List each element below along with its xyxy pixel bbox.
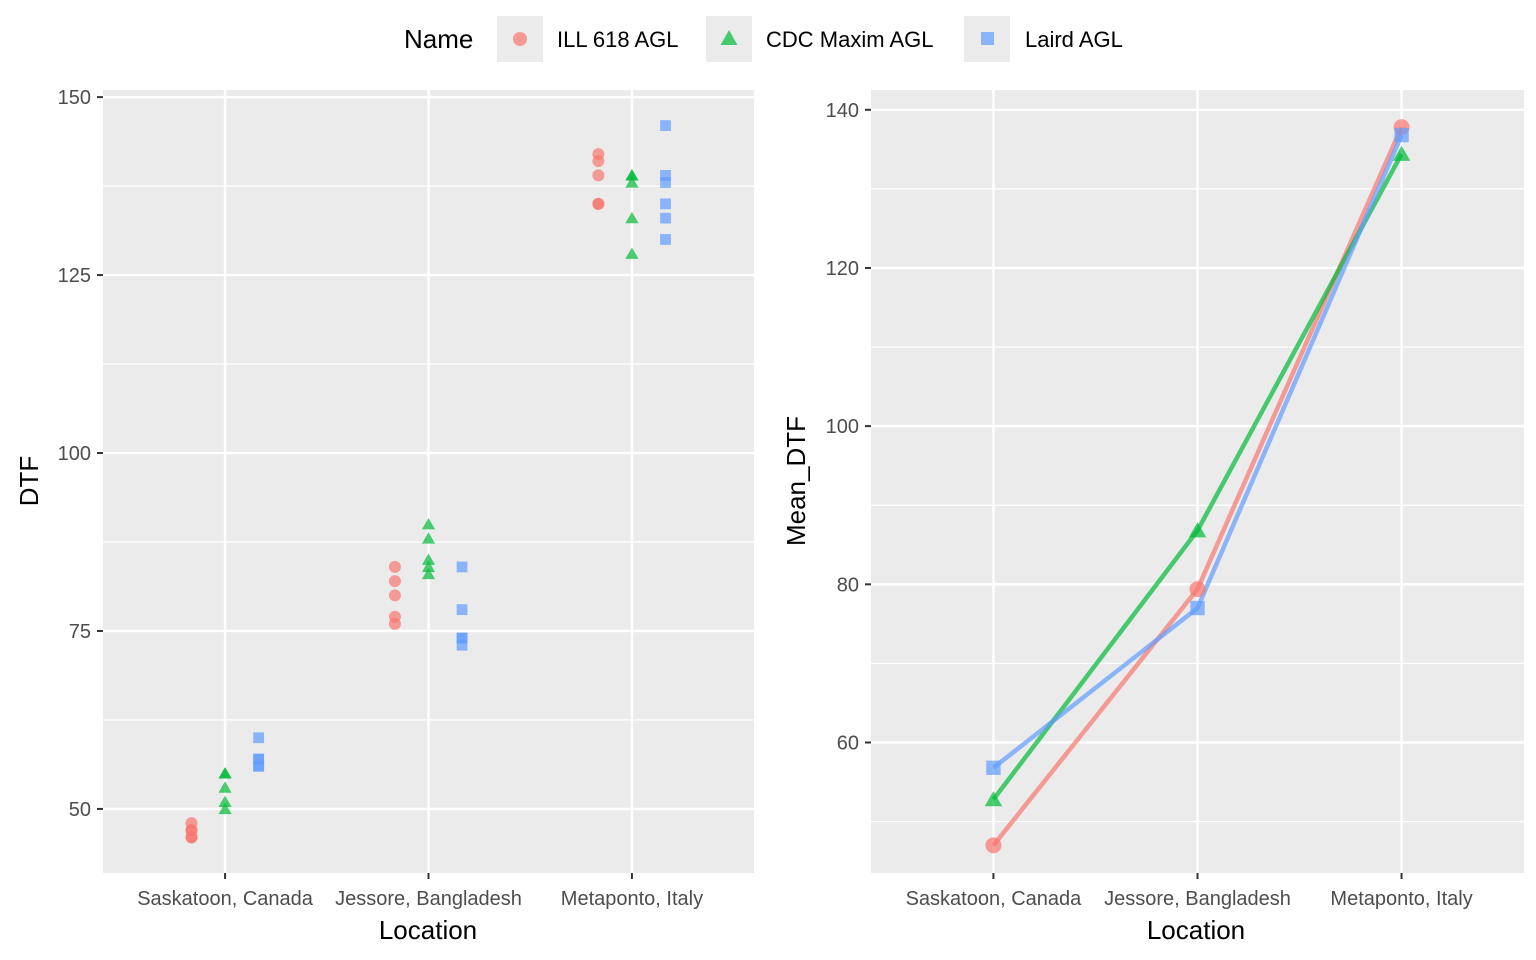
line-point-ill-618-agl	[1189, 581, 1206, 598]
scatter-point-cdc-maxim-agl	[625, 247, 639, 259]
scatter-point-cdc-maxim-agl	[218, 795, 232, 807]
right-y-tick-label: 120	[826, 258, 859, 280]
line-point-laird-agl	[1190, 600, 1205, 616]
scatter-point-laird-agl	[660, 234, 671, 245]
right-y-axis-title: Mean_DTF	[781, 416, 811, 546]
right-y-ticks: 60 80 100 120 140	[826, 100, 871, 755]
left-y-tick-label: 125	[58, 265, 91, 287]
left-points	[185, 120, 671, 844]
scatter-point-ill-618-agl	[592, 148, 605, 161]
right-x-tick-label: Saskatoon, Canada	[906, 888, 1083, 910]
scatter-point-ill-618-agl	[388, 589, 401, 602]
left-x-tick-label: Saskatoon, Canada	[137, 888, 314, 910]
right-y-tick-label: 100	[826, 416, 859, 438]
right-points	[984, 119, 1411, 854]
scatter-point-laird-agl	[253, 753, 265, 765]
line-point-cdc-maxim-agl	[1392, 145, 1411, 161]
scatter-point-laird-agl	[660, 120, 671, 131]
legend-key-2-square	[981, 32, 994, 45]
left-x-tick-label: Jessore, Bangladesh	[335, 888, 522, 910]
scatter-point-cdc-maxim-agl	[625, 169, 639, 181]
left-y-tick-label: 150	[58, 87, 91, 109]
scatter-point-cdc-maxim-agl	[218, 767, 232, 779]
scatter-point-laird-agl	[660, 170, 671, 181]
legend-item-1: CDC Maxim AGL	[706, 16, 933, 62]
legend-title: Name	[404, 24, 473, 54]
legend-key-1-triangle	[720, 30, 738, 45]
scatter-point-laird-agl	[253, 732, 265, 744]
left-y-ticks: 50 75 100 125 150	[58, 87, 103, 821]
left-x-tick-label: Metaponto, Italy	[561, 888, 703, 910]
line-point-ill-618-agl	[985, 837, 1002, 854]
left-y-tick-label: 75	[69, 621, 91, 643]
left-panel: 50 75 100 125 150 Saskatoon, Canada Jessore, …	[14, 87, 754, 945]
line-point-laird-agl	[986, 760, 1001, 776]
scatter-point-laird-agl	[456, 639, 468, 651]
line-point-cdc-maxim-agl	[984, 791, 1003, 807]
legend-key-0-circle	[513, 32, 527, 46]
scatter-point-cdc-maxim-agl	[421, 567, 436, 580]
right-x-tick-label: Jessore, Bangladesh	[1104, 888, 1291, 910]
legend-label-0: ILL 618 AGL	[557, 27, 679, 52]
legend-label-2: Laird AGL	[1025, 27, 1123, 52]
scatter-point-laird-agl	[456, 561, 468, 573]
left-y-tick-label: 50	[69, 799, 91, 821]
legend-label-1: CDC Maxim AGL	[766, 27, 933, 52]
scatter-point-ill-618-agl	[388, 610, 401, 623]
scatter-point-cdc-maxim-agl	[421, 532, 436, 544]
left-x-ticks: Saskatoon, Canada Jessore, Bangladesh Meta…	[137, 873, 703, 910]
left-x-axis-title: Location	[379, 915, 477, 945]
legend-item-0: ILL 618 AGL	[497, 16, 679, 62]
scatter-point-ill-618-agl	[592, 197, 605, 210]
left-gridlines	[103, 90, 754, 873]
legend-item-2: Laird AGL	[964, 16, 1123, 62]
left-y-axis-title: DTF	[14, 456, 44, 507]
right-x-tick-label: Metaponto, Italy	[1330, 888, 1472, 910]
right-panel: 60 80 100 120 140 Saskatoon, Canada Jessore, …	[781, 90, 1524, 945]
scatter-point-laird-agl	[660, 198, 671, 210]
scatter-point-cdc-maxim-agl	[625, 211, 639, 224]
scatter-point-laird-agl	[660, 212, 671, 224]
left-y-tick-label: 100	[58, 443, 91, 465]
legend: Name ILL 618 AGL CDC Maxim AGL Laird AGL	[404, 16, 1123, 62]
scatter-point-ill-618-agl	[592, 169, 605, 182]
scatter-point-laird-agl	[660, 177, 671, 188]
scatter-point-laird-agl	[456, 604, 468, 616]
right-gridlines	[871, 90, 1524, 873]
right-x-axis-title: Location	[1147, 915, 1245, 945]
right-x-ticks: Saskatoon, Canada Jessore, Bangladesh Meta…	[906, 873, 1473, 910]
line-point-laird-agl	[1394, 127, 1409, 143]
scatter-point-cdc-maxim-agl	[218, 802, 232, 815]
scatter-point-cdc-maxim-agl	[218, 781, 232, 793]
scatter-point-laird-agl	[253, 760, 265, 772]
scatter-point-laird-agl	[456, 632, 468, 644]
scatter-point-ill-618-agl	[388, 560, 401, 573]
right-y-tick-label: 140	[826, 100, 859, 122]
scatter-point-cdc-maxim-agl	[421, 560, 436, 573]
scatter-point-cdc-maxim-agl	[421, 517, 436, 530]
scatter-point-ill-618-agl	[185, 831, 198, 844]
scatter-point-cdc-maxim-agl	[421, 553, 436, 565]
right-y-tick-label: 80	[837, 574, 859, 596]
line-point-cdc-maxim-agl	[1188, 522, 1207, 538]
scatter-point-ill-618-agl	[388, 575, 401, 588]
scatter-point-cdc-maxim-agl	[625, 176, 639, 188]
right-y-tick-label: 60	[837, 733, 859, 755]
